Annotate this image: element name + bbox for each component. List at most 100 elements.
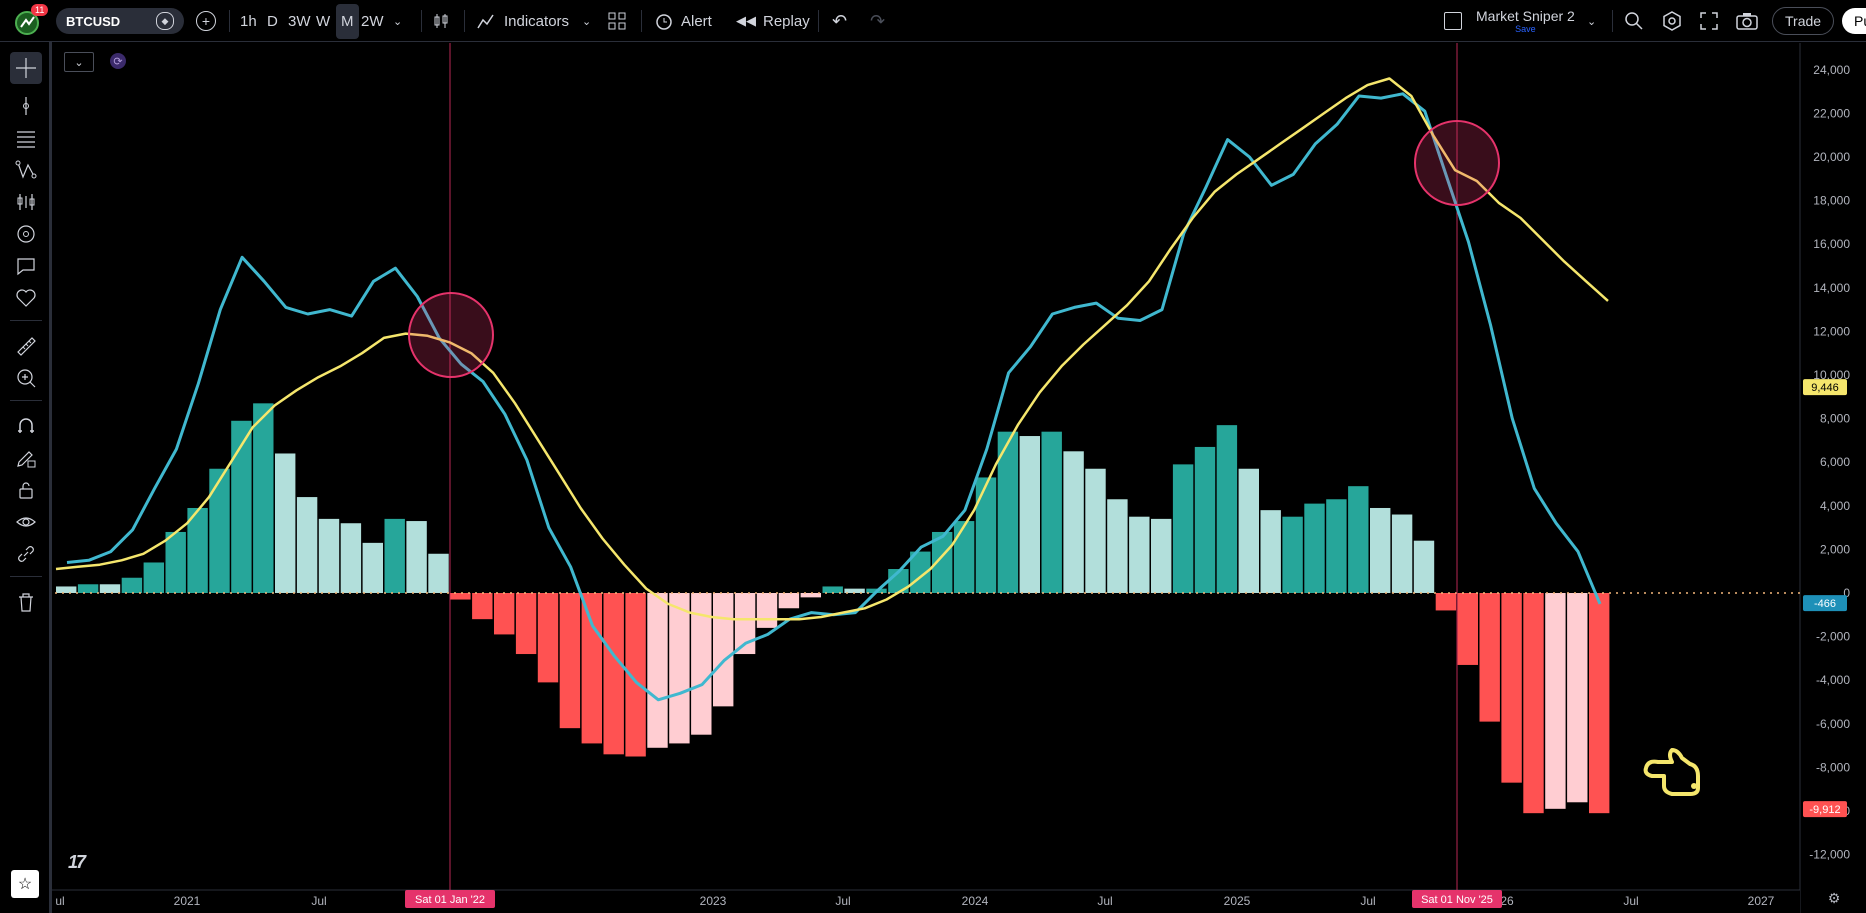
histogram-bar [494, 593, 515, 635]
layouts-button[interactable] [608, 0, 626, 42]
crosshair-icon[interactable] [10, 52, 42, 84]
y-tick-label: 22,000 [1813, 106, 1850, 120]
pattern-icon[interactable] [10, 154, 42, 186]
x-tick-label: Jul [1097, 894, 1112, 908]
fib-retracement-icon[interactable] [10, 122, 42, 154]
histogram-bar [143, 562, 164, 593]
profile-avatar[interactable]: 11 [12, 0, 49, 42]
interval-label: 1h [240, 12, 257, 30]
indicators-dropdown-chevron-icon[interactable]: ⌄ [582, 15, 592, 28]
pencil-lock-icon[interactable] [10, 442, 42, 474]
symbol-search[interactable]: BTCUSD ◆ [56, 0, 184, 42]
slow-line-value-label-bg [1803, 379, 1847, 396]
y-tick-label: 24,000 [1813, 63, 1850, 77]
histogram-bar [296, 497, 318, 593]
eye-icon[interactable] [10, 506, 42, 538]
histogram-bar [713, 593, 734, 707]
crossover-circle [1414, 120, 1500, 206]
sync-icon[interactable]: ⟳ [110, 53, 126, 69]
histogram-bar [1238, 468, 1259, 593]
histogram-bar [121, 577, 143, 593]
redo-icon[interactable]: ↷ [870, 10, 886, 31]
fullscreen-icon[interactable] [1700, 0, 1718, 42]
settings-gear-icon[interactable] [1662, 0, 1682, 42]
histogram-bar [932, 531, 953, 593]
publish-label: Pu [1842, 8, 1866, 34]
y-tick-label: 14,000 [1813, 281, 1850, 295]
x-tick-label: Jul [1623, 894, 1638, 908]
histogram-bar [275, 453, 296, 593]
interval-label: 3W [288, 12, 311, 30]
fast-line [66, 92, 1602, 702]
notification-badge: 11 [31, 4, 49, 16]
publish-button[interactable]: Pu [1842, 0, 1866, 42]
interval-3W[interactable]: 3W [288, 0, 311, 42]
symbol-info-icon[interactable]: ◆ [156, 12, 174, 30]
histogram-bar [1523, 593, 1544, 814]
histogram-bar [515, 593, 537, 655]
y-tick-label: -8,000 [1816, 760, 1850, 774]
magnet-icon[interactable] [10, 410, 42, 442]
indicators-button[interactable]: Indicators [476, 0, 569, 42]
replay-label: Replay [763, 12, 810, 30]
chart-type-button[interactable] [432, 0, 450, 42]
date-badge-bg [1412, 890, 1502, 908]
trade-button[interactable]: Trade [1772, 0, 1835, 42]
favorites-star-icon[interactable]: ☆ [11, 870, 39, 898]
compare-add-button[interactable]: + [196, 0, 216, 42]
y-tick-label: -6,000 [1816, 717, 1850, 731]
layout-dropdown-chevron-icon[interactable]: ⌄ [1587, 15, 1597, 28]
histogram-bar [537, 593, 559, 683]
histogram-bar [1370, 507, 1391, 593]
pane-collapse-button[interactable]: ⌄ [64, 52, 94, 72]
histogram-bar [559, 593, 581, 729]
price-axis [1800, 43, 1866, 913]
interval-2W[interactable]: 2W [361, 0, 384, 42]
interval-W[interactable]: W [316, 0, 330, 42]
y-tick-label: 2,000 [1820, 542, 1850, 556]
undo-icon[interactable]: ↶ [832, 10, 848, 31]
date-badge-bg [405, 890, 495, 908]
trash-icon[interactable] [10, 586, 42, 618]
candles-icon [434, 14, 448, 28]
histogram-bar [77, 584, 99, 593]
zoom-in-icon[interactable] [10, 362, 42, 394]
histogram-bar [1435, 593, 1457, 611]
interval-M[interactable]: M [336, 0, 359, 42]
y-tick-label: 4,000 [1820, 499, 1850, 513]
histogram-bar [165, 531, 186, 593]
quick-search-icon[interactable] [1624, 0, 1644, 42]
camera-icon[interactable] [1736, 0, 1758, 42]
histogram-bar [1479, 593, 1500, 722]
x-tick-label: 26 [1500, 894, 1514, 908]
interval-dropdown-chevron-icon[interactable]: ⌄ [393, 15, 403, 28]
heart-icon[interactable] [10, 282, 42, 314]
layout-name-button[interactable]: Market Sniper 2 Save [1476, 0, 1575, 42]
tradingview-logo[interactable]: 17 [68, 852, 86, 872]
histogram-bar [231, 420, 252, 593]
ruler-icon[interactable] [10, 330, 42, 362]
lock-icon[interactable] [10, 474, 42, 506]
drawing-toolbar: ☆ [0, 42, 52, 913]
interval-1h[interactable]: 1h [240, 0, 257, 42]
histogram-bar [253, 403, 274, 593]
histogram-bar [384, 518, 405, 593]
histogram-bar [1326, 499, 1347, 593]
interval-D[interactable]: D [267, 0, 278, 42]
layout-checkbox[interactable] [1444, 0, 1462, 42]
histogram-bar [99, 584, 121, 593]
link-icon[interactable] [10, 538, 42, 570]
x-tick-label: 2024 [962, 894, 989, 908]
text-comment-icon[interactable] [10, 250, 42, 282]
trend-line-icon[interactable] [10, 90, 42, 122]
forecast-icon[interactable] [10, 186, 42, 218]
histogram-bar [340, 523, 362, 593]
date-badge: Sat 01 Nov '25 [1421, 894, 1493, 906]
alert-button[interactable]: Alert [654, 0, 712, 42]
histogram-bar [844, 588, 865, 593]
y-tick-label: 8,000 [1820, 412, 1850, 426]
brush-icon[interactable] [10, 218, 42, 250]
replay-button[interactable]: ◀◀ Replay [736, 0, 810, 42]
slow-line [55, 77, 1609, 621]
